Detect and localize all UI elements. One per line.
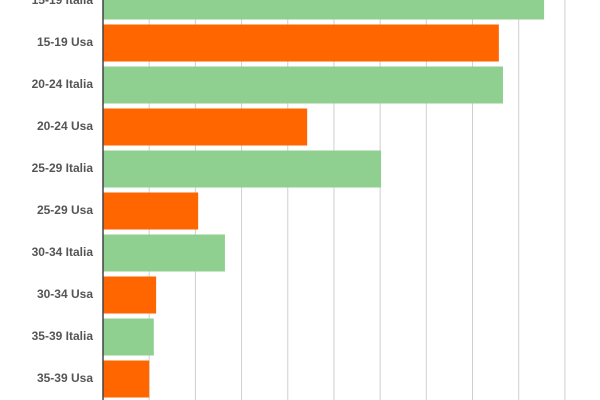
y-tick-label: 30-34 Usa: [37, 287, 93, 301]
y-tick-label: 20-24 Italia: [32, 77, 94, 91]
y-tick-label: 15-19 Usa: [37, 35, 93, 49]
y-tick-label: 15-19 Italia: [32, 0, 94, 7]
bar: [103, 276, 157, 314]
bar: [103, 318, 154, 356]
bar: [103, 150, 382, 188]
bar: [103, 0, 545, 20]
bar: [103, 192, 199, 230]
y-tick-label: 35-39 Usa: [37, 371, 93, 385]
y-tick-label: 20-24 Usa: [37, 119, 93, 133]
bar: [103, 234, 225, 272]
y-tick-label: 30-34 Italia: [32, 245, 94, 259]
y-tick-label: 35-39 Italia: [32, 329, 94, 343]
y-tick-label: 25-29 Italia: [32, 161, 94, 175]
bar: [103, 108, 308, 146]
bar: [103, 360, 150, 398]
y-tick-label: 25-29 Usa: [37, 203, 93, 217]
bar: [103, 24, 499, 62]
bar: [103, 66, 504, 104]
